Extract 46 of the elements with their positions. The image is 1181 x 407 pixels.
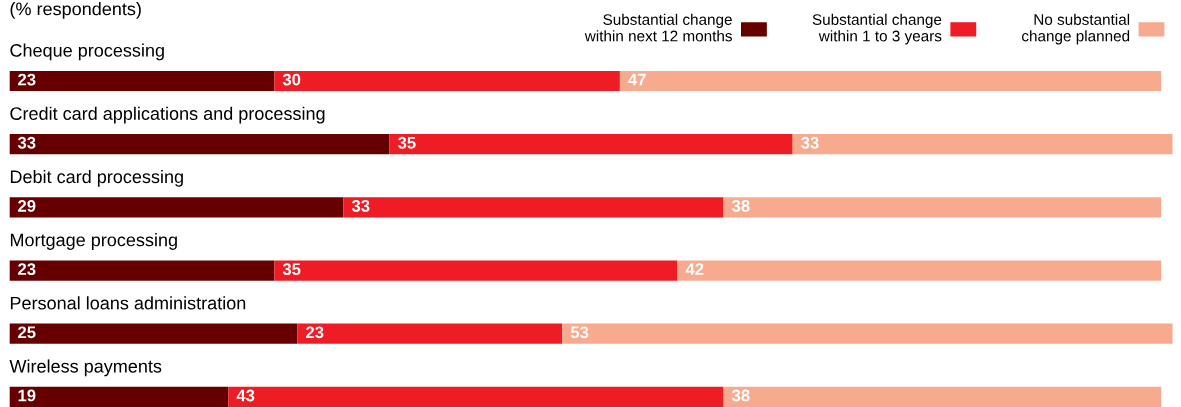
y-tick-label: Mortgage processing [10, 233, 177, 250]
bar [792, 134, 1173, 155]
data-label: 43 [236, 389, 255, 402]
data-label: 29 [18, 200, 36, 212]
legend-label: No substantial change planned [1022, 13, 1130, 45]
data-label: 47 [628, 73, 646, 86]
data-label: 33 [17, 136, 36, 149]
y-tick-label: Debit card processing [10, 169, 183, 187]
legend-label: Substantial change within 1 to 3 years [812, 13, 942, 45]
data-label: 23 [18, 263, 36, 276]
bar [9, 260, 275, 281]
data-label: 53 [570, 326, 589, 339]
data-label: 23 [306, 326, 324, 339]
data-label: 42 [685, 263, 704, 275]
bar [619, 70, 1162, 92]
y-tick-label: Wireless payments [9, 359, 162, 377]
y-tick-label: Cheque processing [10, 43, 164, 61]
legend-label: Substantial change within next 12 months [584, 13, 732, 42]
data-label: 38 [731, 389, 750, 402]
bar [274, 70, 620, 92]
bar [723, 197, 1162, 218]
bar [677, 260, 1162, 281]
data-label: 30 [282, 73, 301, 86]
data-label: 25 [18, 326, 36, 339]
data-label: 35 [397, 136, 416, 149]
data-label: 33 [801, 136, 819, 149]
chart-title: (% respondents) [10, 2, 141, 19]
bar [9, 197, 344, 218]
data-label: 23 [18, 73, 36, 86]
bar [228, 386, 724, 407]
bar [343, 197, 724, 218]
bar [274, 260, 678, 281]
bar [9, 70, 275, 92]
y-tick-label: Credit card applications and processing [10, 106, 325, 124]
data-label: 38 [731, 200, 750, 212]
bar [562, 323, 1173, 344]
bar [9, 323, 298, 344]
bar [723, 386, 1162, 407]
bar [9, 134, 390, 155]
bar [297, 323, 563, 344]
y-tick-label: Personal loans administration [10, 296, 246, 310]
data-label: 35 [282, 263, 301, 276]
bar [9, 386, 229, 407]
data-label: 19 [18, 389, 36, 402]
bar [389, 134, 793, 155]
data-label: 33 [351, 200, 370, 212]
